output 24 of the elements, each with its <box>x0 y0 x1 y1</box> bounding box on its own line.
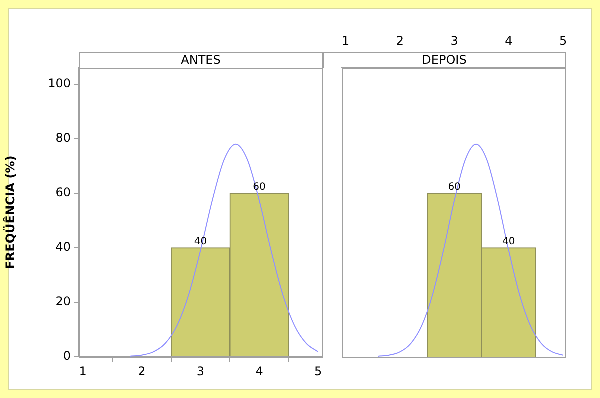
x-tick-label: 3 <box>450 34 458 48</box>
data-label: 40 <box>194 236 208 248</box>
x-tick-label: 1 <box>342 34 350 48</box>
x-tick-label: 4 <box>256 364 264 378</box>
x-tick-label: 2 <box>396 34 404 48</box>
y-tick-label: 20 <box>56 294 71 309</box>
x-tick-label: 3 <box>196 364 205 378</box>
y-tick-label: 60 <box>56 186 71 200</box>
y-axis-title: FREQÜÊNCIA (%) <box>2 156 18 270</box>
x-tick-label: 2 <box>138 364 146 378</box>
y-tick-label: 40 <box>56 240 71 254</box>
data-label: 60 <box>253 182 266 194</box>
x-tick-label: 5 <box>559 34 568 48</box>
y-tick-label: 100 <box>48 76 71 90</box>
y-tick-label: 80 <box>56 131 71 146</box>
x-tick-label: 5 <box>314 364 322 378</box>
x-tick-label: 1 <box>79 364 87 378</box>
x-tick-label: 4 <box>505 34 513 48</box>
panel-header-strip: ANTES <box>79 52 323 68</box>
data-label: 40 <box>502 236 516 248</box>
line-series <box>130 144 319 357</box>
panel-header-strip: DEPOIS <box>323 52 566 68</box>
data-label: 60 <box>448 182 461 194</box>
y-tick-label: 0 <box>63 349 71 364</box>
